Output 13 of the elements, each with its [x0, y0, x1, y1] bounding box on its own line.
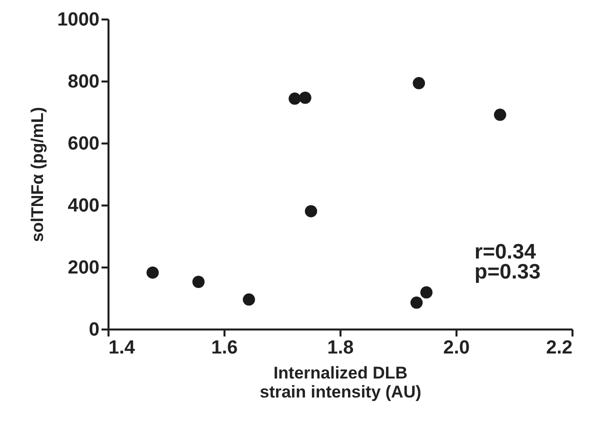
- x-tick-label: 2.2: [546, 338, 572, 358]
- y-axis-title: solTNFα (pg/mL): [28, 106, 48, 242]
- x-tick-label: 1.8: [327, 338, 354, 358]
- x-tick-label: 1.4: [108, 338, 136, 358]
- y-tick-label: 600: [68, 134, 100, 154]
- y-tick-label: 400: [68, 196, 100, 216]
- y-tick-label: 0: [88, 320, 100, 340]
- y-tick-label: 200: [68, 258, 100, 278]
- x-tick-label: 2.0: [443, 338, 470, 358]
- y-tick-label: 800: [68, 72, 100, 92]
- x-tick-label: 1.6: [211, 338, 238, 358]
- y-tick-label: 1000: [57, 10, 100, 30]
- x-axis-title: Internalized DLB strain intensity (AU): [260, 364, 422, 402]
